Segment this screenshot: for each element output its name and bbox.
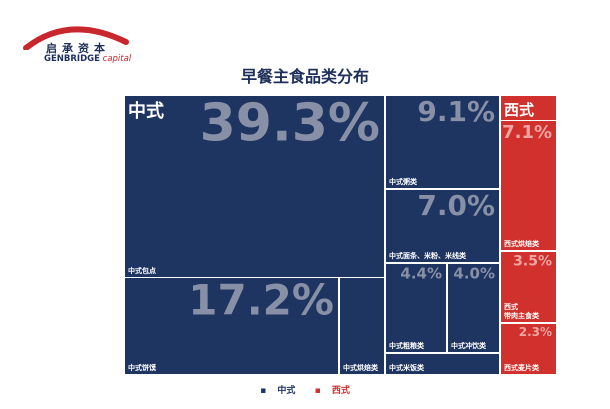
cell-category-label: 带肉主食类 (504, 311, 540, 320)
cell-value-label: 3.5% (513, 253, 552, 269)
cell-category-label: 中式包点 (128, 266, 156, 275)
logo-english-name: GENBRIDGE capital (44, 54, 131, 64)
cell-category-label: 中式米饭类 (389, 363, 425, 372)
legend-label-western: 西式 (331, 386, 350, 396)
cell-category-label: 西式 (504, 302, 518, 311)
cell-value-label: 2.3% (519, 325, 552, 339)
treemap-cell (386, 96, 499, 188)
cell-value-label: 9.1% (417, 95, 495, 128)
cell-value-label: 7.0% (417, 189, 495, 222)
cell-category-label: 中式饼馍 (128, 363, 157, 372)
treemap-cell (501, 324, 556, 374)
cell-category-label: 中式粗粮类 (389, 341, 425, 350)
cell-value-label: 17.2% (188, 275, 334, 324)
chart-legend: ▪ 中式 ▪ 西式 (0, 383, 610, 396)
cell-value-label: 4.0% (453, 264, 495, 282)
chart-title: 早餐主食品类分布 (240, 67, 369, 86)
treemap-cell (501, 121, 556, 250)
treemap-cell (501, 252, 556, 322)
cell-value-label: 7.1% (502, 122, 552, 143)
treemap-cell (448, 264, 499, 352)
cell-category-label: 中式烘焙类 (343, 363, 379, 372)
genbridge-logo: 启承资本 GENBRIDGE capital (14, 20, 154, 66)
treemap-cell (386, 190, 499, 262)
treemap-cell (386, 264, 446, 352)
group-header-western (501, 96, 556, 120)
logo-chinese-name: 启承资本 (46, 42, 110, 55)
logo-english-italic: capital (102, 54, 132, 64)
group-label-chinese: 中式 (128, 100, 164, 122)
cell-category-label: 中式面条、米粉、米线类 (389, 251, 467, 260)
treemap-cell (125, 278, 338, 374)
cell-category-label: 中式冲饮类 (451, 341, 487, 350)
cell-category-label: 中式粥类 (389, 177, 418, 186)
legend-item-chinese: ▪ 中式 (260, 386, 296, 396)
logo-arc-icon (23, 26, 129, 50)
group-label-western: 西式 (504, 101, 534, 119)
cell-category-label: 西式麦片类 (504, 363, 540, 372)
treemap-cell (386, 354, 499, 374)
logo-english-bold: GENBRIDGE (44, 54, 100, 64)
legend-item-western: ▪ 西式 (314, 386, 350, 396)
treemap-cell (340, 278, 384, 374)
treemap-cell (125, 96, 384, 277)
cell-value-label: 39.3% (200, 94, 380, 154)
legend-label-chinese: 中式 (277, 386, 296, 396)
cell-category-label: 西式烘焙类 (504, 239, 540, 248)
cell-value-label: 4.4% (400, 264, 442, 282)
